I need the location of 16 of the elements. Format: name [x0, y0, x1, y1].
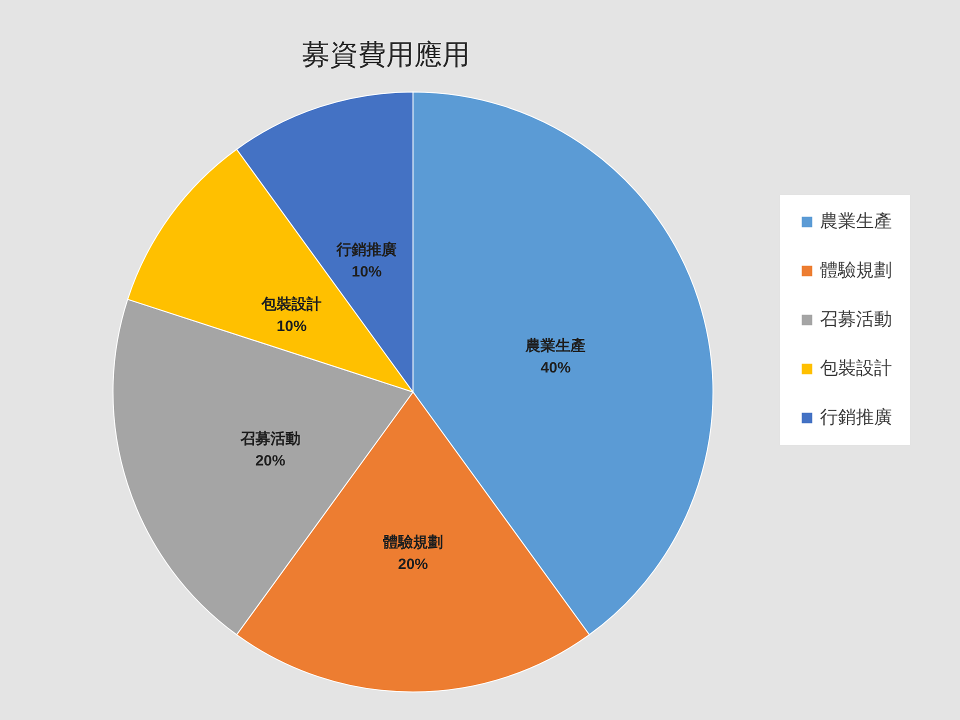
chart-title: 募資費用應用 — [302, 38, 470, 71]
legend-label: 包裝設計 — [820, 358, 892, 379]
slice-label: 召募活動 — [239, 430, 300, 448]
legend-label: 農業生產 — [820, 211, 892, 232]
slice-label: 行銷推廣 — [336, 240, 397, 258]
legend-label: 體驗規劃 — [820, 260, 892, 281]
legend-label: 召募活動 — [820, 309, 892, 330]
data-label: 10% — [352, 263, 382, 280]
slice-label: 農業生產 — [524, 338, 586, 355]
data-label: 40% — [540, 360, 571, 377]
data-label: 20% — [398, 556, 428, 573]
data-label: 20% — [255, 452, 286, 470]
slice-label: 包裝設計 — [260, 296, 322, 313]
data-label: 10% — [276, 318, 307, 335]
slice-label: 體驗規劃 — [383, 534, 443, 551]
legend-label: 行銷推廣 — [820, 407, 892, 428]
